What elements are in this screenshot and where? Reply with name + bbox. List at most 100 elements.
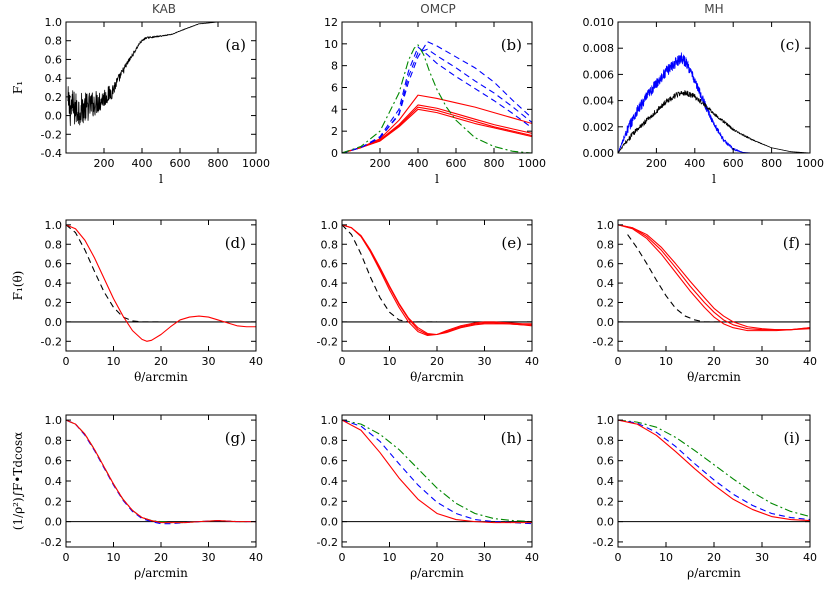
x-tick-label: 40 [249, 551, 263, 564]
y-tick-label: -0.2 [41, 335, 62, 348]
plot-frame [617, 219, 811, 352]
x-tick-label: 10 [107, 551, 121, 564]
y-tick-label: 0.4 [597, 475, 615, 488]
y-tick-label: 0.2 [45, 91, 63, 104]
series-group [618, 52, 810, 153]
series-line [618, 224, 810, 331]
x-tick-label: 0 [615, 551, 622, 564]
panel-g: 0 10 20 30 40 -0.2 0.0 0.2 0.4 0.6 0.8 1.0 (g) ρ/arcm… [11, 414, 263, 580]
column-title-kab: KAB [152, 2, 176, 16]
series-line [618, 89, 810, 153]
x-tick-label: 30 [755, 551, 769, 564]
x-tick-label: 20 [154, 355, 168, 368]
x-axis-label: θ/arcmin [134, 370, 188, 384]
y-tick-label: 0.0 [321, 316, 339, 329]
y-tick-label: 0.010 [583, 16, 615, 29]
series-group [67, 22, 256, 127]
x-axis-label: l [435, 172, 439, 186]
y-tick-label: 12 [324, 16, 338, 29]
y-axis-label: F₁(θ) [11, 271, 25, 301]
y-tick-label: 0.8 [597, 434, 615, 447]
series-line [342, 104, 532, 153]
y-tick-label: 0.000 [583, 147, 615, 160]
y-tick-label: 4 [331, 103, 338, 116]
x-tick-label: 40 [525, 355, 539, 368]
x-axis-label: ρ/arcmin [687, 566, 741, 580]
x-tick-label: 40 [249, 355, 263, 368]
x-axis-label: l [712, 172, 716, 186]
series-line [627, 234, 724, 323]
y-tick-label: 0.0 [45, 110, 63, 123]
panel-label: (b) [501, 36, 522, 54]
series-line [342, 224, 532, 336]
x-tick-label: 600 [723, 157, 744, 170]
y-tick-label: 0.2 [45, 296, 63, 309]
series-line [618, 224, 810, 332]
panel-c: 200 400 600 800 1000 0.000 0.002 0.004 0.006 0.00… [583, 16, 825, 186]
y-tick-label: 0.006 [583, 68, 615, 81]
series-line [342, 46, 532, 153]
series-line [342, 48, 532, 153]
y-axis-label: F₁ [11, 81, 25, 94]
y-tick-label: 0.0 [597, 516, 615, 529]
y-tick-label: 0.8 [321, 434, 339, 447]
x-tick-label: 1000 [796, 157, 824, 170]
y-tick-label: 0.008 [583, 42, 615, 55]
y-tick-label: 0.4 [45, 475, 63, 488]
panel-label: (f) [783, 234, 800, 252]
y-tick-label: 0.4 [597, 277, 615, 290]
x-tick-label: 20 [430, 355, 444, 368]
y-tick-label: 0.2 [45, 495, 63, 508]
y-tick-label: 0.6 [321, 258, 339, 271]
x-tick-label: 10 [383, 355, 397, 368]
x-tick-label: 600 [446, 157, 467, 170]
x-tick-label: 800 [208, 157, 229, 170]
panel-i: 0 10 20 30 40 -0.2 0.0 0.2 0.4 0.6 0.8 1.0 (i) ρ/arcm… [593, 414, 817, 580]
series-line [618, 224, 810, 331]
series-line [66, 419, 256, 524]
y-tick-label: 0.8 [597, 238, 615, 251]
y-tick-label: 0.0 [45, 316, 63, 329]
x-tick-label: 30 [202, 551, 216, 564]
panel-label: (i) [783, 429, 800, 447]
series-group [66, 419, 256, 525]
x-axis-label: ρ/arcmin [410, 566, 464, 580]
series-line [618, 52, 753, 153]
series-line [618, 419, 810, 521]
x-tick-label: 400 [132, 157, 153, 170]
y-tick-label: -0.2 [41, 536, 62, 549]
x-tick-label: 0 [339, 551, 346, 564]
y-tick-label: 0.6 [45, 455, 63, 468]
series-line [342, 108, 532, 153]
y-tick-label: 0.004 [583, 95, 615, 108]
x-tick-label: 30 [478, 355, 492, 368]
y-tick-label: 1.0 [597, 219, 615, 232]
x-tick-label: 600 [170, 157, 191, 170]
y-tick-label: -0.2 [317, 536, 338, 549]
series-group [342, 41, 532, 153]
x-axis-label: θ/arcmin [410, 370, 464, 384]
x-tick-label: 0 [63, 355, 70, 368]
x-axis-label: ρ/arcmin [134, 566, 188, 580]
x-axis-label: l [159, 172, 163, 186]
y-tick-label: 0.0 [45, 516, 63, 529]
y-tick-label: 0.6 [597, 258, 615, 271]
x-tick-label: 400 [684, 157, 705, 170]
y-tick-label: 1.0 [45, 414, 63, 427]
panel-label: (a) [225, 36, 246, 54]
y-tick-label: 0.2 [597, 296, 615, 309]
series-line [342, 419, 532, 524]
x-tick-label: 0 [339, 355, 346, 368]
series-line [342, 224, 437, 323]
x-tick-label: 0 [63, 551, 70, 564]
plot-frame [617, 21, 811, 154]
y-tick-label: 0.8 [45, 238, 63, 251]
plot-frame [65, 21, 257, 154]
y-tick-label: 0.8 [45, 35, 63, 48]
y-tick-label: 0.6 [321, 455, 339, 468]
y-tick-label: 0 [331, 147, 338, 160]
y-tick-label: 0.2 [321, 495, 339, 508]
x-tick-label: 200 [94, 157, 115, 170]
panel-label: (g) [225, 429, 246, 447]
